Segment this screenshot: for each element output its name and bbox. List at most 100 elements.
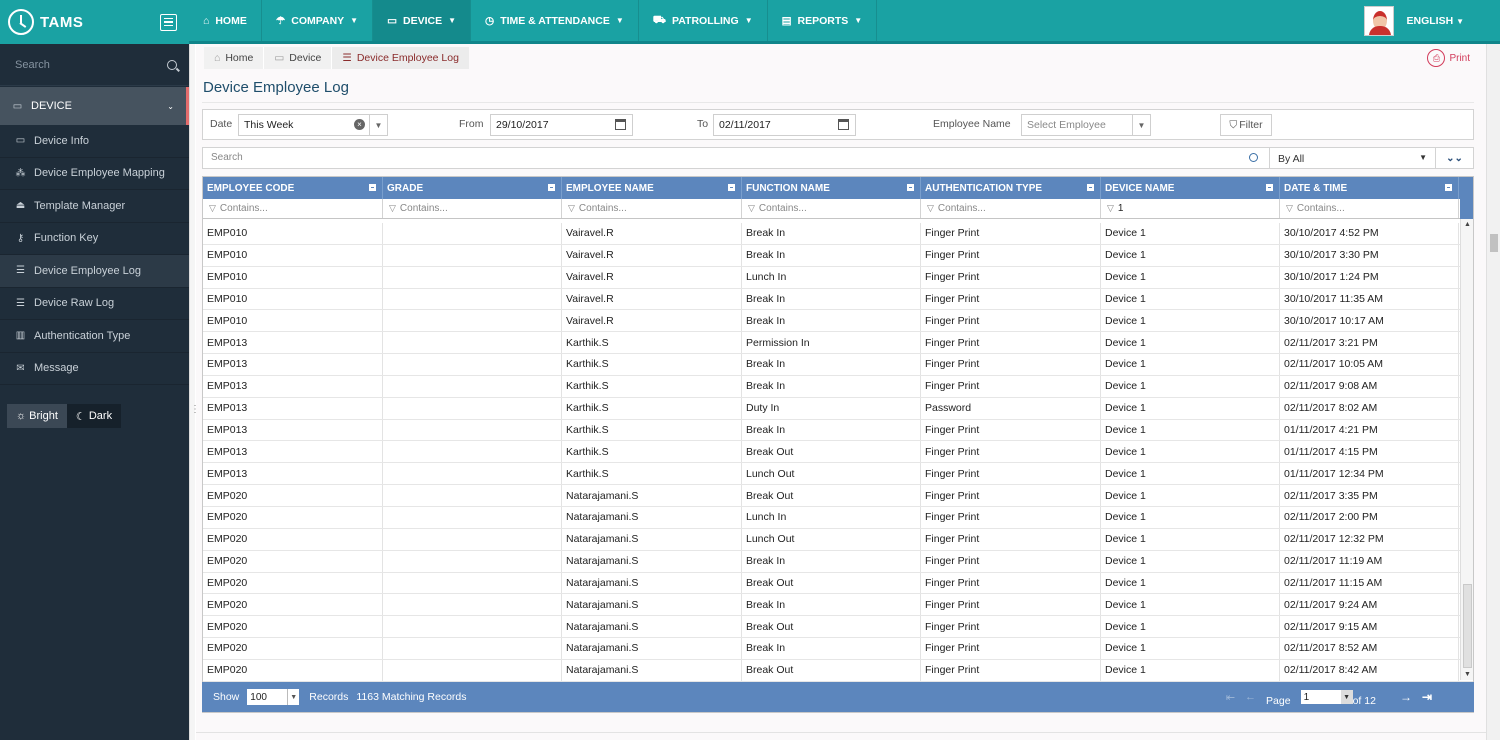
table-row[interactable]: EMP010 Vairavel.R Break In Finger Print Devi… <box>203 244 1473 267</box>
table-row[interactable]: EMP020 Natarajamani.S Lunch In Finger Print… <box>203 506 1473 529</box>
table-row[interactable]: EMP020 Natarajamani.S Break Out Finger Prin… <box>203 572 1473 595</box>
table-row[interactable]: EMP013 Karthik.S Break In Finger Print Devic… <box>203 419 1473 442</box>
sidebar-section-device[interactable]: ▭ DEVICE ⌄ <box>0 87 189 125</box>
table-row[interactable]: EMP013 Karthik.S Break In Finger Print Devic… <box>203 375 1473 398</box>
breadcrumb-device[interactable]: ▭ Device <box>263 47 331 69</box>
app-logo[interactable]: TAMS <box>8 9 83 35</box>
nav-home[interactable]: ⌂ HOME <box>189 0 262 41</box>
date-range-select[interactable]: This Week × ▼ <box>238 114 388 136</box>
filter-input[interactable]: Contains... <box>937 203 986 214</box>
calendar-icon[interactable] <box>615 119 626 130</box>
calendar-icon[interactable] <box>838 119 849 130</box>
table-row[interactable]: EMP013 Karthik.S Break Out Finger Print Devi… <box>203 441 1473 464</box>
column-header-employee-code[interactable]: EMPLOYEE CODE <box>203 177 383 199</box>
filter-cell-date-time[interactable]: ▽ Contains... <box>1280 199 1459 218</box>
column-menu-icon[interactable] <box>728 184 735 191</box>
column-menu-icon[interactable] <box>548 184 555 191</box>
column-header-employee-name[interactable]: EMPLOYEE NAME <box>562 177 742 199</box>
table-row[interactable]: EMP013 Karthik.S Lunch Out Finger Print Devi… <box>203 463 1473 486</box>
column-header-authentication-type[interactable]: AUTHENTICATION TYPE <box>921 177 1101 199</box>
filter-cell-authentication-type[interactable]: ▽ Contains... <box>921 199 1101 218</box>
sidebar-item-message[interactable]: ✉ Message <box>0 353 189 385</box>
filter-input[interactable]: Contains... <box>219 203 268 214</box>
nav-patrolling[interactable]: ⛟ PATROLLING ▼ <box>639 0 768 41</box>
table-row[interactable]: EMP010 Vairavel.R Lunch In Finger Print Devi… <box>203 266 1473 289</box>
filter-cell-employee-code[interactable]: ▽ Contains... <box>203 199 383 218</box>
sidebar-item-device-employee-mapping[interactable]: ⁂ Device Employee Mapping <box>0 158 189 190</box>
filter-cell-device-name[interactable]: ▽ 1 <box>1101 199 1280 218</box>
first-page-icon[interactable]: ⇤ <box>1225 691 1236 704</box>
nav-time-attendance[interactable]: ◷ TIME & ATTENDANCE ▼ <box>471 0 639 41</box>
language-selector[interactable]: ENGLISH ▼ <box>1406 15 1464 27</box>
search-icon[interactable] <box>167 59 177 70</box>
table-row[interactable]: EMP020 Natarajamani.S Break Out Finger Prin… <box>203 485 1473 507</box>
column-menu-icon[interactable] <box>1087 184 1094 191</box>
grid-search-bar[interactable]: Search By All ▼ ⌄⌄ <box>202 147 1474 169</box>
page-scroll-thumb[interactable] <box>1490 234 1498 252</box>
expand-double-chevron-icon[interactable]: ⌄⌄ <box>1435 148 1473 168</box>
grid-vertical-scrollbar[interactable]: ▲ ▼ <box>1460 219 1473 680</box>
table-row[interactable]: EMP013 Karthik.S Duty In Password Device 1 02… <box>203 397 1473 420</box>
nav-reports[interactable]: ▤ REPORTS ▼ <box>768 0 878 41</box>
funnel-icon[interactable]: ▽ <box>748 203 755 213</box>
filter-input[interactable]: Contains... <box>1296 203 1345 214</box>
sidebar-item-template-manager[interactable]: ⏏ Template Manager <box>0 190 189 223</box>
scroll-down-arrow-icon[interactable]: ▼ <box>1464 671 1471 678</box>
funnel-icon[interactable]: ▽ <box>1286 203 1293 213</box>
from-date-field[interactable]: 29/10/2017 <box>490 114 633 136</box>
table-row[interactable]: EMP010 Vairavel.R Break In Finger Print Devi… <box>203 310 1473 333</box>
previous-page-icon[interactable]: ← <box>1245 691 1257 703</box>
funnel-icon[interactable]: ▽ <box>209 203 216 213</box>
filter-input[interactable]: Contains... <box>578 203 627 214</box>
table-row[interactable]: EMP020 Natarajamani.S Lunch Out Finger Prin… <box>203 528 1473 551</box>
column-menu-icon[interactable] <box>1266 184 1273 191</box>
breadcrumb-home[interactable]: ⌂ Home <box>204 47 263 69</box>
scroll-up-arrow-icon[interactable]: ▲ <box>1464 221 1471 228</box>
print-button[interactable]: ⎙ Print <box>1427 49 1470 67</box>
column-header-date-time[interactable]: DATE & TIME <box>1280 177 1459 199</box>
grid-search-input[interactable]: Search <box>211 152 243 163</box>
column-menu-icon[interactable] <box>1445 184 1452 191</box>
filter-input[interactable]: Contains... <box>399 203 448 214</box>
search-icon[interactable] <box>1249 153 1258 162</box>
last-page-icon[interactable]: ⇥ <box>1421 690 1432 704</box>
funnel-icon[interactable]: ▽ <box>389 203 396 213</box>
column-header-grade[interactable]: GRADE <box>383 177 562 199</box>
nav-company[interactable]: ☂ COMPANY ▼ <box>262 0 374 41</box>
table-row[interactable]: EMP010 Vairavel.R Break In Finger Print Devi… <box>203 223 1473 245</box>
table-row[interactable]: EMP020 Natarajamani.S Break Out Finger Prin… <box>203 616 1473 639</box>
funnel-icon[interactable]: ▽ <box>568 203 575 213</box>
scroll-thumb[interactable] <box>1463 584 1472 668</box>
table-row[interactable]: EMP020 Natarajamani.S Break In Finger Print… <box>203 550 1473 573</box>
filter-button[interactable]: ⛉ Filter <box>1220 114 1272 136</box>
clear-icon[interactable]: × <box>354 119 365 130</box>
table-row[interactable]: EMP020 Natarajamani.S Break In Finger Print… <box>203 638 1473 660</box>
sidebar-splitter[interactable] <box>189 44 200 740</box>
filter-cell-function-name[interactable]: ▽ Contains... <box>742 199 921 218</box>
sidebar-item-function-key[interactable]: ⚷ Function Key <box>0 223 189 255</box>
table-row[interactable]: EMP010 Vairavel.R Break In Finger Print Devi… <box>203 288 1473 311</box>
filter-input[interactable]: Contains... <box>758 203 807 214</box>
next-page-icon[interactable]: → <box>1399 690 1412 704</box>
sidebar-item-device-info[interactable]: ▭ Device Info <box>0 125 189 158</box>
sidebar-search-input[interactable]: Search <box>15 58 50 71</box>
table-row[interactable]: EMP013 Karthik.S Permission In Finger Print… <box>203 332 1473 355</box>
funnel-icon[interactable]: ▽ <box>927 203 934 213</box>
sidebar-search[interactable]: Search <box>0 44 189 86</box>
column-header-function-name[interactable]: FUNCTION NAME <box>742 177 921 199</box>
table-row[interactable]: EMP013 Karthik.S Break In Finger Print Devic… <box>203 354 1473 376</box>
sidebar-item-authentication-type[interactable]: ▥ Authentication Type <box>0 320 189 353</box>
column-header-device-name[interactable]: DEVICE NAME <box>1101 177 1280 199</box>
to-date-field[interactable]: 02/11/2017 <box>713 114 856 136</box>
search-scope-select[interactable]: By All ▼ <box>1269 148 1435 168</box>
theme-bright-button[interactable]: ☼ Bright <box>7 404 67 428</box>
caret-down-icon[interactable]: ▼ <box>369 115 387 135</box>
table-row[interactable]: EMP020 Natarajamani.S Break Out Finger Prin… <box>203 659 1473 682</box>
filter-cell-employee-name[interactable]: ▽ Contains... <box>562 199 742 218</box>
sidebar-item-device-employee-log[interactable]: ☰ Device Employee Log <box>0 255 189 288</box>
column-menu-icon[interactable] <box>907 184 914 191</box>
filter-cell-grade[interactable]: ▽ Contains... <box>383 199 562 218</box>
hamburger-menu-icon[interactable] <box>160 13 177 31</box>
filter-input[interactable]: 1 <box>1117 203 1124 214</box>
theme-dark-button[interactable]: ☾ Dark <box>66 404 122 428</box>
